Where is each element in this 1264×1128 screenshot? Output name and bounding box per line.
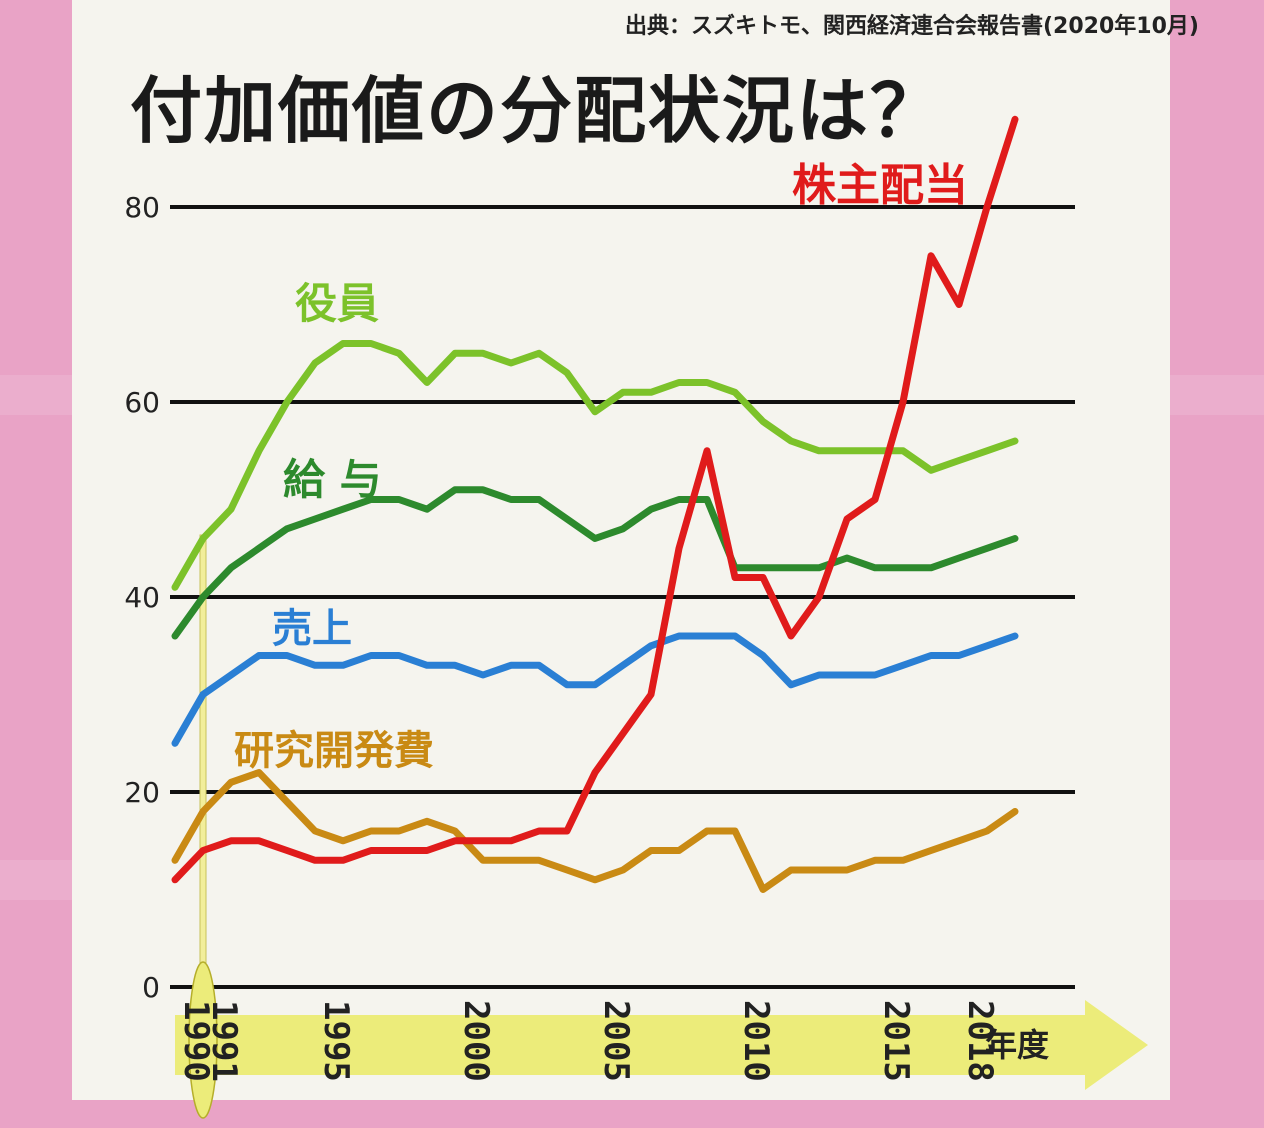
series-label: 研究開発費 (234, 728, 434, 774)
x-unit-label: 年度 (985, 1026, 1049, 1064)
series-line-給与 (171, 486, 1019, 640)
x-tick-label: 2018 (960, 1000, 1000, 1082)
x-axis-arrow (175, 1000, 1148, 1090)
series-line-役員 (171, 340, 1019, 591)
y-tick-label: 20 (124, 776, 160, 809)
highlight-ellipse (188, 961, 218, 1119)
series-label: 役員 (295, 279, 379, 328)
x-tick-label: 1990 (176, 1000, 216, 1082)
chart-title: 付加価値の分配状況は？ (130, 69, 945, 153)
x-tick-label: 2015 (876, 1000, 916, 1082)
series-label: 売上 (272, 606, 352, 652)
x-tick-label: 2000 (456, 1000, 496, 1082)
x-tick-label: 1995 (316, 1000, 356, 1082)
series-label: 給 与 (283, 455, 382, 504)
source-note: 出典：スズキトモ、関西経済連合会報告書(2020年10月) (625, 14, 1199, 39)
x-tick-label: 2005 (596, 1000, 636, 1082)
y-tick-label: 60 (124, 386, 160, 419)
series-line-株主配当 (171, 115, 1019, 884)
x-tick-label: 1991 (204, 1000, 244, 1082)
y-tick-label: 0 (142, 971, 160, 1004)
y-tick-label: 80 (124, 191, 160, 224)
series-label: 株主配当 (792, 160, 968, 211)
series-line-売上 (171, 632, 1019, 747)
x-tick-label: 2010 (736, 1000, 776, 1082)
series-line-研究開発費 (171, 769, 1019, 893)
y-tick-label: 40 (124, 581, 160, 614)
